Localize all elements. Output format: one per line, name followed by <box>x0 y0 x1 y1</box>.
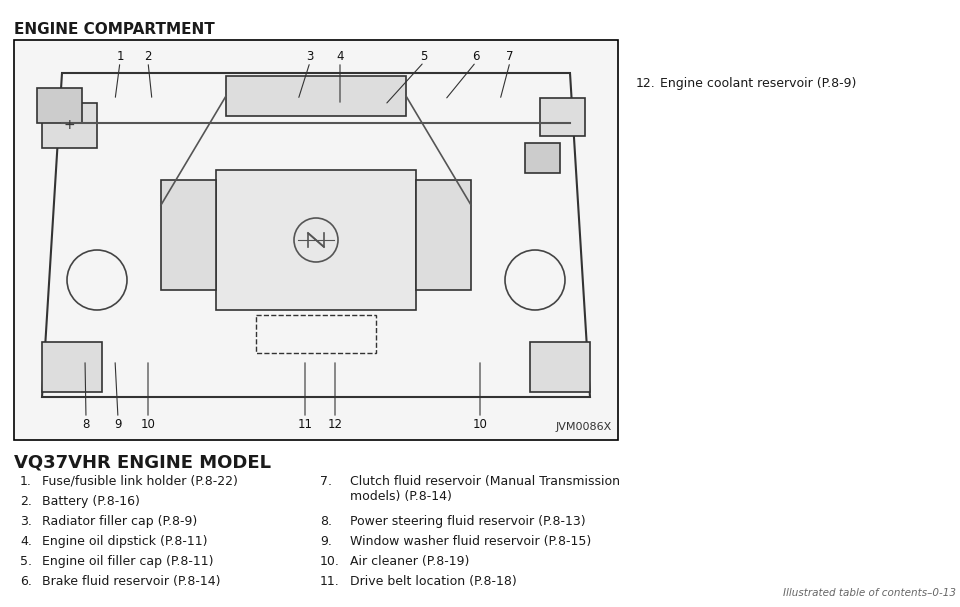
Text: Battery (P.8-16): Battery (P.8-16) <box>42 495 140 508</box>
Text: 6.: 6. <box>20 575 32 588</box>
Text: Air cleaner (P.8-19): Air cleaner (P.8-19) <box>350 555 469 568</box>
Text: 11: 11 <box>298 418 313 432</box>
Text: Clutch fluid reservoir (Manual Transmission
models) (P.8-14): Clutch fluid reservoir (Manual Transmiss… <box>350 475 620 503</box>
Text: Engine oil dipstick (P.8-11): Engine oil dipstick (P.8-11) <box>42 535 207 548</box>
Bar <box>161 180 216 290</box>
Text: 5.: 5. <box>20 555 32 568</box>
Text: 9: 9 <box>114 418 122 432</box>
Text: 12: 12 <box>327 418 343 432</box>
Bar <box>216 170 416 310</box>
Text: 7.: 7. <box>320 475 332 488</box>
Text: 2: 2 <box>144 50 152 63</box>
Text: 1.: 1. <box>20 475 32 488</box>
Text: 7: 7 <box>506 50 514 63</box>
Bar <box>226 76 406 116</box>
Text: 10.: 10. <box>320 555 340 568</box>
Text: 4.: 4. <box>20 535 32 548</box>
Text: 1: 1 <box>116 50 124 63</box>
Bar <box>530 342 590 392</box>
Text: 2.: 2. <box>20 495 32 508</box>
Text: Engine coolant reservoir (P.8-9): Engine coolant reservoir (P.8-9) <box>660 77 856 90</box>
Text: ENGINE COMPARTMENT: ENGINE COMPARTMENT <box>14 22 215 37</box>
Bar <box>525 143 560 173</box>
Text: 8.: 8. <box>320 515 332 528</box>
Text: Power steering fluid reservoir (P.8-13): Power steering fluid reservoir (P.8-13) <box>350 515 586 528</box>
Text: 10: 10 <box>140 418 156 432</box>
Bar <box>42 103 97 148</box>
Text: 5: 5 <box>420 50 428 63</box>
Text: 4: 4 <box>336 50 344 63</box>
Text: Brake fluid reservoir (P.8-14): Brake fluid reservoir (P.8-14) <box>42 575 221 588</box>
Text: VQ37VHR ENGINE MODEL: VQ37VHR ENGINE MODEL <box>14 454 271 472</box>
Text: 9.: 9. <box>320 535 332 548</box>
Text: 6: 6 <box>472 50 480 63</box>
Text: Illustrated table of contents–0-13: Illustrated table of contents–0-13 <box>783 588 956 598</box>
Text: 10: 10 <box>472 418 488 432</box>
Text: Radiator filler cap (P.8-9): Radiator filler cap (P.8-9) <box>42 515 197 528</box>
Text: 8: 8 <box>83 418 89 432</box>
Bar <box>14 40 618 440</box>
Text: 3: 3 <box>306 50 314 63</box>
Text: Drive belt location (P.8-18): Drive belt location (P.8-18) <box>350 575 516 588</box>
Text: 11.: 11. <box>320 575 340 588</box>
Bar <box>256 315 376 353</box>
Text: Window washer fluid reservoir (P.8-15): Window washer fluid reservoir (P.8-15) <box>350 535 591 548</box>
Text: +: + <box>63 118 75 132</box>
Bar <box>540 98 585 136</box>
Bar <box>42 342 102 392</box>
Text: 3.: 3. <box>20 515 32 528</box>
Text: JVM0086X: JVM0086X <box>556 422 612 432</box>
Text: Engine oil filler cap (P.8-11): Engine oil filler cap (P.8-11) <box>42 555 213 568</box>
Bar <box>37 88 82 123</box>
Text: Fuse/fusible link holder (P.8-22): Fuse/fusible link holder (P.8-22) <box>42 475 238 488</box>
Text: 12.: 12. <box>636 77 656 90</box>
Bar <box>416 180 471 290</box>
